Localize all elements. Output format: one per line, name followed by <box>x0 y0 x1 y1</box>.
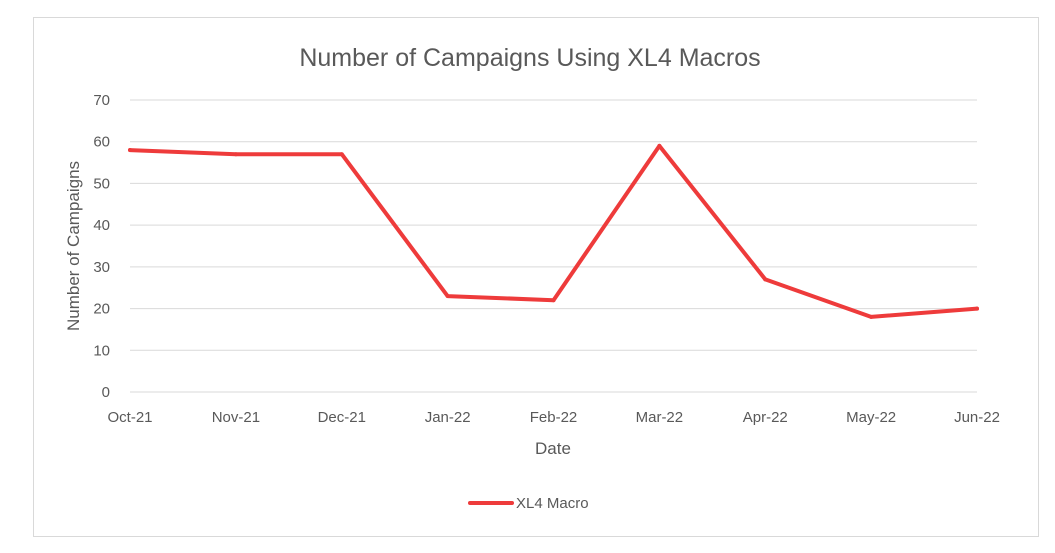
x-tick-label: Apr-22 <box>743 409 788 426</box>
x-tick-label: Jan-22 <box>425 409 471 426</box>
y-tick-label: 10 <box>93 342 110 359</box>
x-tick-label: Nov-21 <box>212 409 260 426</box>
x-tick-label: Oct-21 <box>107 409 152 426</box>
y-axis-title: Number of Campaigns <box>64 161 83 331</box>
gridlines <box>130 99 977 393</box>
y-tick-label: 0 <box>102 384 110 401</box>
x-tick-label: May-22 <box>846 409 896 426</box>
y-tick-label: 40 <box>93 217 110 234</box>
legend: XL4 Macro <box>468 495 589 512</box>
data-point <box>763 277 768 282</box>
x-tick-label: Jun-22 <box>954 409 1000 426</box>
y-tick-label: 30 <box>93 259 110 276</box>
y-tick-label: 60 <box>93 134 110 151</box>
x-tick-label: Mar-22 <box>636 409 684 426</box>
x-axis-ticks: Oct-21 Nov-21 Dec-21 Jan-22 Feb-22 Mar-22 Apr-… <box>107 409 999 426</box>
data-point <box>869 314 874 319</box>
x-tick-label: Dec-21 <box>318 409 366 426</box>
chart-frame <box>33 17 1039 537</box>
series-group <box>128 143 979 319</box>
chart-title: Number of Campaigns Using XL4 Macros <box>299 44 760 72</box>
x-tick-label: Feb-22 <box>530 409 578 426</box>
y-axis-ticks: 0 10 20 30 40 50 60 70 <box>93 92 110 401</box>
y-tick-label: 50 <box>93 175 110 192</box>
data-point <box>657 143 662 148</box>
data-point <box>339 152 344 157</box>
data-point <box>975 306 979 311</box>
legend-label: XL4 Macro <box>516 495 589 512</box>
y-tick-label: 20 <box>93 301 110 318</box>
data-point <box>445 294 450 299</box>
data-point <box>233 152 238 157</box>
series-line-0 <box>128 143 979 319</box>
y-tick-label: 70 <box>93 92 110 109</box>
x-axis-title: Date <box>535 439 571 458</box>
data-point <box>551 298 556 303</box>
data-point <box>128 148 132 153</box>
